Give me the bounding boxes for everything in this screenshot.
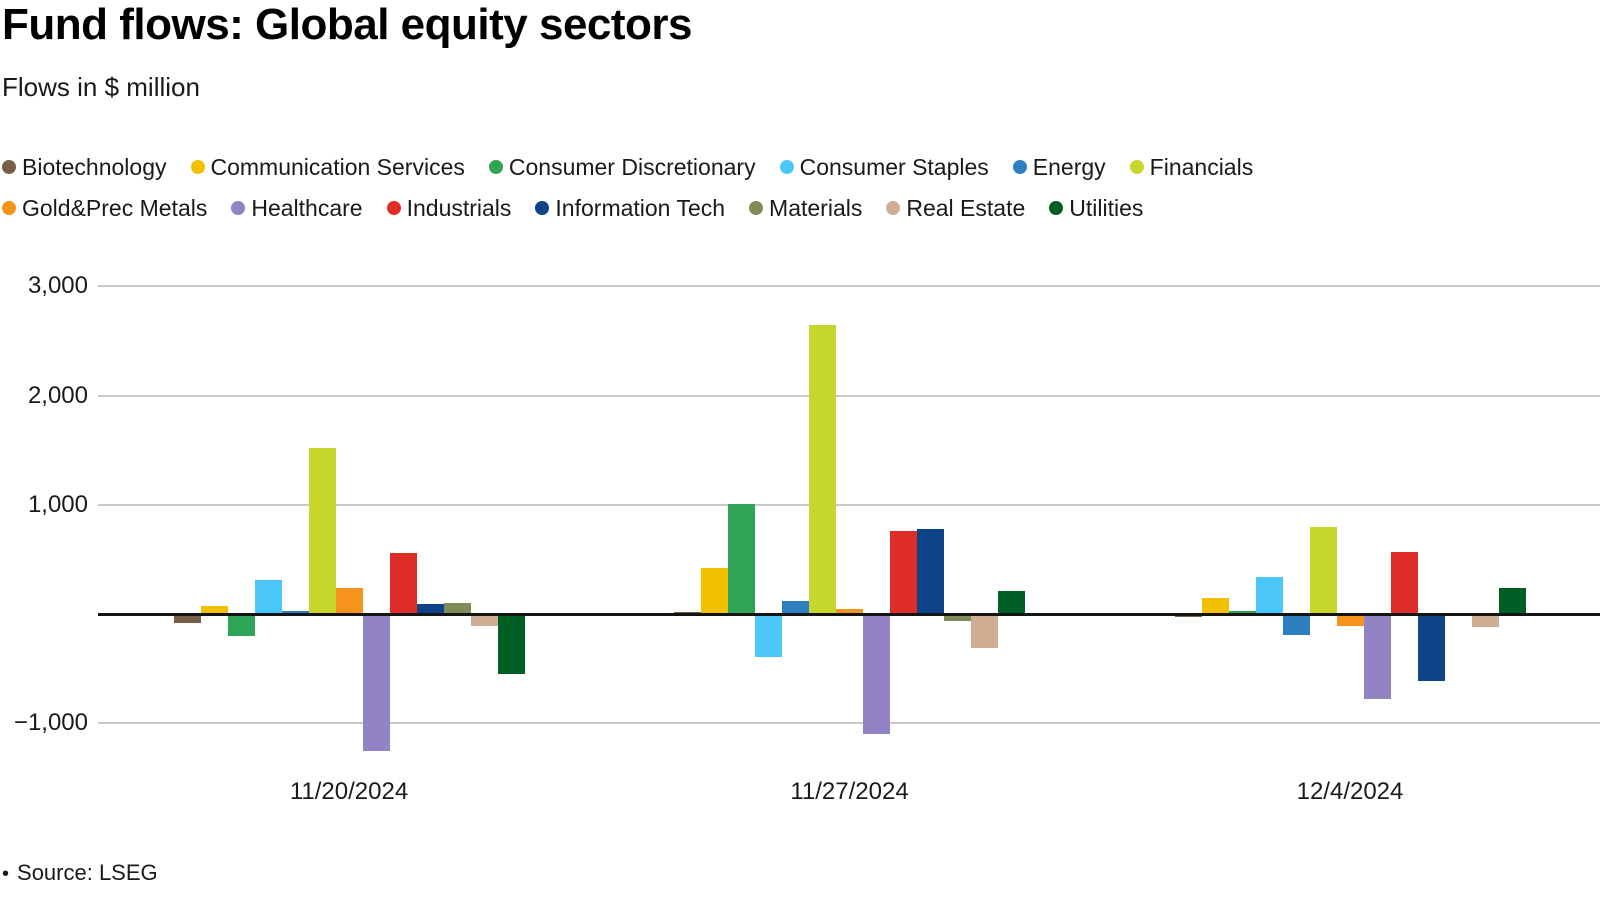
legend-dot-icon: [1049, 201, 1064, 215]
bar-real-estate-12-4-2024: [1471, 614, 1499, 627]
legend-dot-icon: [779, 160, 794, 174]
legend-label: Energy: [1032, 154, 1106, 180]
bar-energy-12-4-2024: [1282, 614, 1310, 635]
legend-dot-icon: [386, 201, 401, 215]
legend-item-utilities: Utilities: [1049, 191, 1143, 225]
chart-title: Fund flows: Global equity sectors: [2, 0, 693, 49]
bar-healthcare-11-27-2024: [863, 614, 890, 735]
bar-consumer-staples-11-27-2024: [755, 614, 782, 657]
bar-industrials-12-4-2024: [1390, 552, 1418, 614]
legend-label: Utilities: [1069, 195, 1144, 221]
bar-communication-services-12-4-2024: [1201, 598, 1229, 614]
legend-label: Materials: [769, 195, 863, 221]
legend-item-materials: Materials: [749, 191, 862, 225]
bar-real-estate-11-20-2024: [470, 614, 498, 626]
legend-label: Real Estate: [906, 195, 1026, 221]
bar-consumer-discretionary-11-20-2024: [227, 614, 255, 636]
legend-item-communication-services: Communication Services: [190, 150, 465, 184]
x-axis-label-11-20-2024: 11/20/2024: [289, 778, 409, 805]
legend-item-consumer-discretionary: Consumer Discretionary: [488, 150, 756, 184]
bar-energy-11-20-2024: [281, 610, 309, 614]
legend-dot-icon: [1129, 160, 1144, 174]
legend-dot-icon: [2, 160, 16, 174]
bar-utilities-11-27-2024: [998, 591, 1025, 614]
legend-item-consumer-staples: Consumer Staples: [779, 150, 989, 184]
bar-communication-services-11-27-2024: [701, 568, 728, 614]
legend-label: Gold&Prec Metals: [22, 195, 208, 221]
legend-dot-icon: [749, 201, 764, 215]
legend-label: Healthcare: [251, 195, 363, 221]
bar-financials-12-4-2024: [1309, 526, 1337, 614]
legend-dot-icon: [190, 160, 205, 174]
legend-item-financials: Financials: [1129, 150, 1254, 184]
legend-item-information-tech: Information Tech: [535, 191, 725, 225]
bar-gold-prec-metals-11-27-2024: [836, 609, 863, 614]
bar-materials-11-20-2024: [443, 603, 471, 614]
legend-label: Biotechnology: [22, 154, 167, 180]
legend-dot-icon: [1012, 160, 1027, 174]
bar-gold-prec-metals-11-20-2024: [335, 588, 363, 614]
bar-industrials-11-20-2024: [389, 552, 417, 614]
zero-axis-line: [98, 612, 1600, 616]
legend-item-real-estate: Real Estate: [886, 191, 1025, 225]
x-axis-label-11-27-2024: 11/27/2024: [790, 778, 909, 805]
bar-utilities-12-4-2024: [1498, 588, 1526, 614]
source-note: • Source: LSEG: [2, 860, 158, 886]
legend-dot-icon: [886, 201, 901, 215]
y-axis-tick-label: 2,000: [27, 381, 88, 409]
gridline-2000: [98, 394, 1600, 397]
bar-energy-11-27-2024: [782, 600, 809, 614]
bar-materials-11-27-2024: [944, 614, 971, 621]
bar-consumer-staples-12-4-2024: [1255, 577, 1283, 614]
bullet-icon: •: [2, 863, 10, 885]
legend: Biotechnology Communication Services Consu…: [2, 150, 1482, 225]
bar-biotechnology-11-20-2024: [173, 614, 201, 623]
bar-information-tech-11-27-2024: [917, 529, 944, 614]
legend-label: Industrials: [406, 195, 512, 221]
bar-financials-11-27-2024: [809, 324, 836, 614]
bar-consumer-staples-11-20-2024: [254, 579, 282, 614]
gridline-3000: [98, 285, 1600, 288]
bar-information-tech-11-20-2024: [416, 604, 444, 614]
y-axis-tick-label: 3,000: [27, 272, 88, 300]
gridline--1000: [98, 722, 1600, 725]
legend-dot-icon: [488, 160, 503, 174]
legend-label: Consumer Discretionary: [508, 154, 756, 180]
y-axis-tick-label: −1,000: [13, 709, 88, 737]
gridline-1000: [98, 503, 1600, 506]
source-text: Source: LSEG: [17, 860, 158, 885]
legend-label: Consumer Staples: [799, 154, 989, 180]
legend-dot-icon: [2, 201, 16, 215]
bar-utilities-11-20-2024: [497, 614, 525, 675]
legend-dot-icon: [231, 201, 246, 215]
bar-information-tech-12-4-2024: [1417, 614, 1445, 682]
legend-item-industrials: Industrials: [386, 191, 512, 225]
bar-consumer-discretionary-11-27-2024: [728, 504, 755, 614]
bar-healthcare-12-4-2024: [1363, 614, 1391, 700]
legend-dot-icon: [535, 201, 550, 215]
legend-label: Information Tech: [555, 195, 726, 221]
bar-communication-services-11-20-2024: [200, 606, 228, 614]
x-axis-label-12-4-2024: 12/4/2024: [1296, 778, 1404, 805]
y-axis-tick-label: 1,000: [27, 490, 88, 518]
chart-subtitle: Flows in $ million: [2, 72, 200, 102]
bar-healthcare-11-20-2024: [362, 614, 390, 751]
legend-item-energy: Energy: [1012, 150, 1106, 184]
legend-item-biotechnology: Biotechnology: [2, 150, 167, 184]
legend-item-healthcare: Healthcare: [231, 191, 363, 225]
legend-item-gold-prec-metals: Gold&Prec Metals: [2, 191, 207, 225]
bar-gold-prec-metals-12-4-2024: [1336, 614, 1364, 626]
legend-label: Financials: [1149, 154, 1254, 180]
legend-label: Communication Services: [210, 154, 465, 180]
bar-financials-11-20-2024: [308, 448, 336, 614]
bar-real-estate-11-27-2024: [971, 614, 998, 648]
bar-industrials-11-27-2024: [890, 531, 917, 614]
